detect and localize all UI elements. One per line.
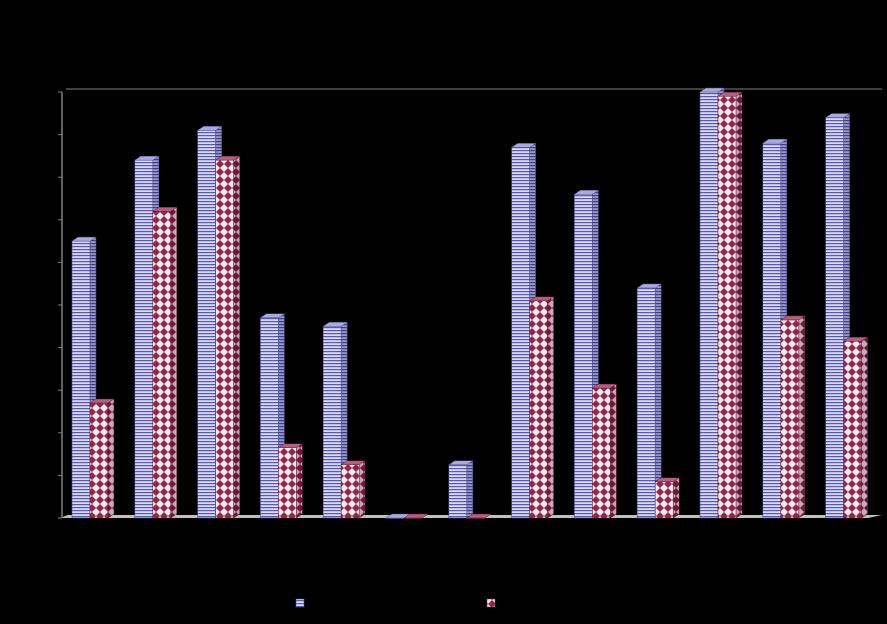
bar-series-2-cat-9	[591, 383, 618, 519]
bar-top	[573, 189, 600, 195]
bar-top	[71, 236, 97, 242]
bar-top	[779, 315, 806, 321]
bar-side	[170, 206, 178, 519]
bar-front	[825, 117, 844, 519]
bar-side	[107, 398, 115, 519]
legend	[295, 598, 496, 608]
bar-top	[259, 313, 286, 319]
bar-series-1-cat-10	[636, 283, 663, 519]
bar-side	[358, 460, 366, 519]
bar-series-2-cat-2	[151, 206, 178, 519]
bar-series-1-cat-7	[447, 460, 474, 519]
bar-series-2-cat-7	[465, 513, 492, 519]
bar-top	[717, 92, 743, 97]
legend-swatch-series-2	[486, 598, 496, 608]
bar-front	[278, 447, 297, 519]
bars-group	[71, 87, 869, 519]
bar-top	[403, 513, 429, 519]
bar-top	[340, 460, 367, 465]
bar-top	[196, 126, 223, 131]
bar-side	[466, 460, 474, 519]
bar-front	[215, 159, 234, 519]
bar-front	[197, 130, 216, 519]
bar-side	[296, 443, 303, 519]
bar-side	[547, 296, 554, 519]
bar-series-2-cat-11	[717, 91, 743, 519]
bar-side	[861, 336, 868, 519]
bar-front	[529, 300, 548, 519]
bar-front	[448, 464, 468, 519]
bar-front	[762, 142, 782, 519]
bar-front	[636, 287, 656, 519]
bar-top	[151, 207, 178, 212]
bar-front	[134, 159, 154, 519]
bar-side	[233, 155, 240, 519]
bar-top	[699, 87, 725, 93]
bar-front	[340, 464, 360, 519]
bar-series-2-cat-4	[277, 443, 304, 519]
bar-series-2-cat-10	[654, 477, 681, 519]
bar-top	[761, 138, 788, 144]
bar-front	[592, 387, 611, 519]
bar-series-2-cat-1	[89, 398, 115, 519]
legend-item-series-2	[486, 598, 496, 608]
bar-front	[152, 210, 172, 519]
bar-top	[824, 113, 851, 118]
bar-series-2-cat-5	[340, 460, 367, 519]
bar-front	[260, 317, 279, 519]
legend-swatch-series-1	[295, 598, 305, 608]
bar-top	[510, 143, 537, 148]
y-axis-ticks	[58, 91, 62, 519]
bar-side	[735, 91, 743, 519]
bar-top	[277, 443, 304, 448]
bar-series-2-cat-8	[528, 296, 555, 519]
bar-top	[636, 283, 663, 289]
bar-top	[214, 155, 241, 161]
bar-front	[780, 319, 800, 519]
bar-top	[447, 460, 474, 465]
bar-front	[511, 147, 530, 519]
legend-item-series-1	[295, 598, 305, 608]
bar-series-2-cat-12	[779, 315, 806, 519]
bar-top	[654, 477, 681, 483]
bar-front	[574, 193, 593, 519]
bar-series-2-cat-3	[214, 155, 241, 519]
plot-area	[58, 88, 882, 519]
bar-front	[699, 91, 719, 519]
bar-series-2-cat-13	[842, 336, 869, 519]
bar-top	[133, 155, 160, 161]
bar-series-2-cat-6	[403, 513, 429, 519]
bar-top	[528, 296, 555, 301]
bar-front	[89, 402, 109, 519]
bar-front	[654, 481, 674, 519]
bar-top	[89, 398, 115, 404]
bar-front	[717, 95, 737, 519]
bar-side	[610, 383, 617, 519]
bar-top	[465, 513, 492, 519]
bar-top	[842, 336, 869, 342]
bar-side	[798, 315, 806, 519]
bar-front	[843, 340, 862, 519]
bar-front	[71, 240, 91, 519]
bar-front	[322, 325, 342, 519]
bar-top	[322, 322, 349, 327]
bar-top	[591, 383, 618, 389]
bar-side	[672, 477, 680, 519]
